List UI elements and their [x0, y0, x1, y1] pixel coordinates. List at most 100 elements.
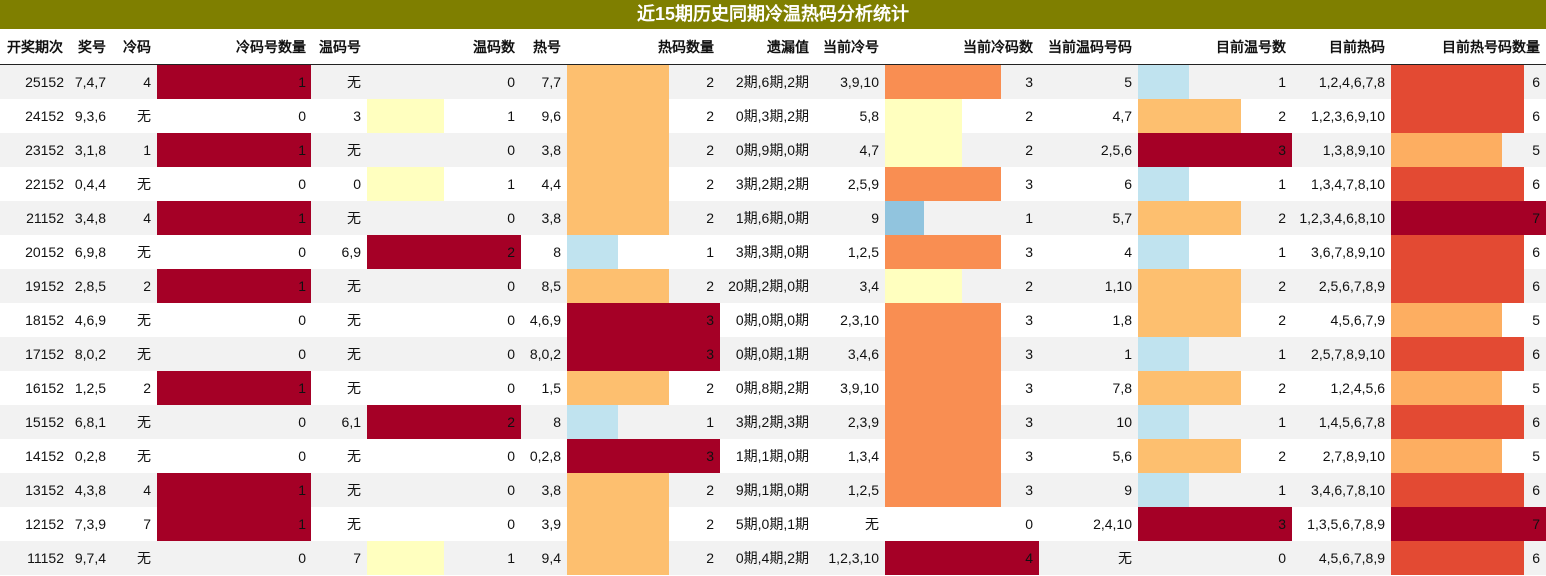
data-bar-current-warm-count [1138, 371, 1241, 405]
cell-cold-count: 1 [298, 210, 306, 226]
cell-number: 3,1,8 [74, 142, 106, 158]
data-bar-cold-count [157, 133, 311, 167]
cell-current-warm-count: 2 [1278, 312, 1286, 328]
cell-current-warm-count: 0 [1278, 550, 1286, 566]
cell-hot-count: 2 [706, 482, 714, 498]
data-bar-warm-count [367, 541, 444, 575]
cell-current-warm-count: 1 [1278, 346, 1286, 362]
cell-current-cold: 无 [865, 516, 879, 532]
cell-omission: 3期,2期,3期 [735, 414, 809, 430]
cell-omission: 0期,4期,2期 [735, 550, 809, 566]
data-bar-cold-count [157, 473, 311, 507]
data-bar-current-warm-count [1138, 65, 1189, 99]
cell-hot-count: 2 [706, 210, 714, 226]
cell-current-warm: 9 [1124, 482, 1132, 498]
data-bar-current-warm-count [1138, 167, 1189, 201]
column-header-omission: 遗漏值 [767, 39, 809, 55]
cell-cold-code: 无 [137, 448, 151, 464]
cell-current-cold: 3,4 [859, 278, 879, 294]
cell-hot-code: 4,6,9 [529, 312, 561, 328]
data-bar-current-cold-count [885, 337, 1001, 371]
data-bar-current-cold-count [885, 65, 1001, 99]
data-bar-hot-count [567, 337, 720, 371]
cell-current-cold-count: 3 [1025, 312, 1033, 328]
cell-current-cold-count: 3 [1025, 380, 1033, 396]
cell-current-warm-count: 1 [1278, 74, 1286, 90]
cell-cold-code: 4 [143, 74, 151, 90]
cell-current-cold: 1,2,3,10 [828, 550, 879, 566]
cell-period: 24152 [25, 108, 64, 124]
cell-current-cold-count: 3 [1025, 176, 1033, 192]
cell-hot-count: 3 [706, 448, 714, 464]
data-bar-current-warm-count [1138, 337, 1189, 371]
data-bar-hot-count [567, 201, 669, 235]
data-bar-cold-count [157, 371, 311, 405]
cell-omission: 2期,6期,2期 [735, 74, 809, 90]
cell-current-cold: 1,2,5 [847, 244, 879, 260]
data-bar-current-cold-count [885, 541, 1039, 575]
data-bar-hot-count [567, 405, 618, 439]
cell-period: 17152 [25, 346, 64, 362]
cell-current-cold-count: 1 [1025, 210, 1033, 226]
data-bar-current-cold-count [885, 133, 962, 167]
cell-current-cold-count: 0 [1025, 516, 1033, 532]
cell-hot-code: 3,9 [541, 516, 561, 532]
column-header-current-warm: 当前温码号码 [1048, 39, 1132, 55]
data-bar-hot-count [567, 99, 669, 133]
cell-hot-code: 3,8 [541, 142, 561, 158]
cell-current-cold: 3,9,10 [840, 74, 879, 90]
cell-cold-code: 2 [143, 380, 151, 396]
data-bar-hot-count [567, 235, 618, 269]
cell-current-warm: 5,6 [1112, 448, 1132, 464]
cell-cold-count: 0 [298, 176, 306, 192]
data-bar-current-warm-count [1138, 99, 1241, 133]
cell-current-hot-count: 6 [1532, 108, 1540, 124]
cell-current-hot: 3,4,6,7,8,10 [1311, 482, 1385, 498]
cell-hot-count: 2 [706, 74, 714, 90]
cell-current-cold: 1,2,5 [847, 482, 879, 498]
cell-omission: 3期,3期,0期 [735, 244, 809, 260]
cell-cold-count: 1 [298, 74, 306, 90]
cell-omission: 3期,2期,2期 [735, 176, 809, 192]
cell-current-hot-count: 7 [1532, 210, 1540, 226]
cell-current-warm-count: 2 [1278, 448, 1286, 464]
data-bar-current-warm-count [1138, 439, 1241, 473]
cell-number: 7,3,9 [74, 516, 106, 532]
cell-hot-count: 3 [706, 346, 714, 362]
data-bar-current-cold-count [885, 371, 1001, 405]
cell-current-cold-count: 3 [1025, 346, 1033, 362]
cell-period: 23152 [25, 142, 64, 158]
cell-current-hot: 1,3,8,9,10 [1322, 142, 1385, 158]
data-bar-hot-count [567, 269, 669, 303]
table-row [0, 405, 1546, 439]
cell-current-hot: 1,2,4,5,6 [1330, 380, 1386, 396]
cell-current-hot-count: 6 [1532, 414, 1540, 430]
cell-cold-code: 无 [137, 346, 151, 362]
cell-warm-count: 0 [507, 346, 515, 362]
cell-current-warm-count: 2 [1278, 278, 1286, 294]
cell-hot-code: 8,5 [541, 278, 561, 294]
cell-current-cold: 3,9,10 [840, 380, 879, 396]
data-bar-current-hot-count [1391, 235, 1524, 269]
cell-current-warm-count: 3 [1278, 516, 1286, 532]
cell-omission: 0期,9期,0期 [735, 142, 809, 158]
cell-current-warm-count: 2 [1278, 210, 1286, 226]
cell-period: 22152 [25, 176, 64, 192]
cell-cold-code: 无 [137, 414, 151, 430]
data-bar-current-hot-count [1391, 269, 1524, 303]
cell-omission: 0期,8期,2期 [735, 380, 809, 396]
cell-current-hot-count: 6 [1532, 550, 1540, 566]
cell-period: 14152 [25, 448, 64, 464]
cell-hot-code: 4,4 [541, 176, 561, 192]
data-bar-hot-count [567, 133, 669, 167]
cell-hot-code: 9,6 [541, 108, 561, 124]
data-bar-current-warm-count [1138, 303, 1241, 337]
cell-current-cold-count: 3 [1025, 482, 1033, 498]
cell-current-hot-count: 5 [1532, 312, 1540, 328]
data-bar-warm-count [367, 235, 521, 269]
cell-warm-code: 无 [347, 278, 361, 294]
cell-omission: 20期,2期,0期 [728, 278, 809, 294]
cell-cold-code: 4 [143, 482, 151, 498]
cell-current-cold: 2,5,9 [847, 176, 879, 192]
cell-warm-count: 0 [507, 516, 515, 532]
